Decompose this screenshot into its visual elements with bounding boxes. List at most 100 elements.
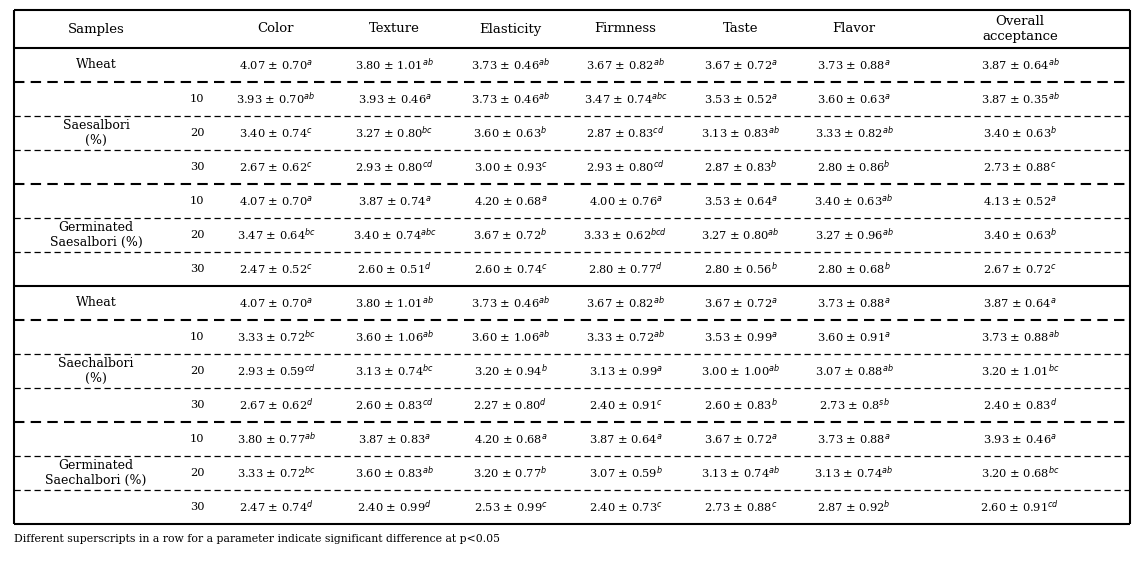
Text: 3.13 ± 0.74$^{ab}$: 3.13 ± 0.74$^{ab}$ xyxy=(701,465,780,481)
Text: 3.80 ± 1.01$^{ab}$: 3.80 ± 1.01$^{ab}$ xyxy=(355,57,434,73)
Text: 2.67 ± 0.72$^{c}$: 2.67 ± 0.72$^{c}$ xyxy=(984,262,1057,276)
Text: Taste: Taste xyxy=(722,23,759,36)
Text: 3.93 ± 0.70$^{ab}$: 3.93 ± 0.70$^{ab}$ xyxy=(236,91,316,107)
Text: 2.60 ± 0.74$^{c}$: 2.60 ± 0.74$^{c}$ xyxy=(474,262,548,276)
Text: 3.87 ± 0.74$^{a}$: 3.87 ± 0.74$^{a}$ xyxy=(358,194,431,208)
Text: 20: 20 xyxy=(189,468,204,478)
Text: 10: 10 xyxy=(189,434,204,444)
Text: 3.20 ± 0.77$^{b}$: 3.20 ± 0.77$^{b}$ xyxy=(474,465,548,481)
Text: 3.13 ± 0.99$^{a}$: 3.13 ± 0.99$^{a}$ xyxy=(589,364,663,378)
Text: 4.07 ± 0.70$^{a}$: 4.07 ± 0.70$^{a}$ xyxy=(240,296,313,310)
Text: 2.60 ± 0.83$^{b}$: 2.60 ± 0.83$^{b}$ xyxy=(704,397,777,413)
Text: 3.87 ± 0.64$^{a}$: 3.87 ± 0.64$^{a}$ xyxy=(589,432,662,446)
Text: 2.93 ± 0.80$^{cd}$: 2.93 ± 0.80$^{cd}$ xyxy=(355,159,434,175)
Text: 3.27 ± 0.80$^{ab}$: 3.27 ± 0.80$^{ab}$ xyxy=(702,227,779,243)
Text: 4.20 ± 0.68$^{a}$: 4.20 ± 0.68$^{a}$ xyxy=(474,432,548,446)
Text: 3.87 ± 0.64$^{ab}$: 3.87 ± 0.64$^{ab}$ xyxy=(980,57,1059,73)
Text: 3.13 ± 0.83$^{ab}$: 3.13 ± 0.83$^{ab}$ xyxy=(701,125,779,141)
Text: Samples: Samples xyxy=(67,23,124,36)
Text: 10: 10 xyxy=(189,94,204,104)
Text: 2.73 ± 0.88$^{c}$: 2.73 ± 0.88$^{c}$ xyxy=(984,160,1057,174)
Text: 3.67 ± 0.82$^{ab}$: 3.67 ± 0.82$^{ab}$ xyxy=(586,57,665,73)
Text: 4.13 ± 0.52$^{a}$: 4.13 ± 0.52$^{a}$ xyxy=(984,194,1057,208)
Text: 3.47 ± 0.64$^{bc}$: 3.47 ± 0.64$^{bc}$ xyxy=(236,227,315,243)
Text: 2.80 ± 0.86$^{b}$: 2.80 ± 0.86$^{b}$ xyxy=(817,159,891,175)
Text: 3.40 ± 0.74$^{c}$: 3.40 ± 0.74$^{c}$ xyxy=(240,126,313,140)
Text: 2.73 ± 0.88$^{c}$: 2.73 ± 0.88$^{c}$ xyxy=(704,500,777,514)
Text: 3.73 ± 0.46$^{ab}$: 3.73 ± 0.46$^{ab}$ xyxy=(471,295,550,311)
Text: 3.20 ± 0.68$^{bc}$: 3.20 ± 0.68$^{bc}$ xyxy=(980,465,1059,481)
Text: 3.60 ± 0.63$^{b}$: 3.60 ± 0.63$^{b}$ xyxy=(474,125,548,141)
Text: 3.67 ± 0.72$^{a}$: 3.67 ± 0.72$^{a}$ xyxy=(704,58,777,72)
Text: 3.80 ± 0.77$^{ab}$: 3.80 ± 0.77$^{ab}$ xyxy=(236,431,316,447)
Text: 10: 10 xyxy=(189,332,204,342)
Text: 2.73 ± 0.8$^{sb}$: 2.73 ± 0.8$^{sb}$ xyxy=(818,397,889,413)
Text: 3.20 ± 0.94$^{b}$: 3.20 ± 0.94$^{b}$ xyxy=(474,363,548,379)
Text: 2.40 ± 0.73$^{c}$: 2.40 ± 0.73$^{c}$ xyxy=(589,500,663,514)
Text: 3.27 ± 0.80$^{bc}$: 3.27 ± 0.80$^{bc}$ xyxy=(355,125,434,141)
Text: 2.67 ± 0.62$^{c}$: 2.67 ± 0.62$^{c}$ xyxy=(240,160,313,174)
Text: 30: 30 xyxy=(189,502,204,512)
Text: Germinated
Saesalbori (%): Germinated Saesalbori (%) xyxy=(49,221,143,249)
Text: 3.40 ± 0.63$^{ab}$: 3.40 ± 0.63$^{ab}$ xyxy=(815,193,893,209)
Text: 2.40 ± 0.99$^{d}$: 2.40 ± 0.99$^{d}$ xyxy=(357,499,431,515)
Text: 4.00 ± 0.76$^{a}$: 4.00 ± 0.76$^{a}$ xyxy=(589,194,663,208)
Text: 3.20 ± 1.01$^{bc}$: 3.20 ± 1.01$^{bc}$ xyxy=(980,363,1059,379)
Text: 2.87 ± 0.83$^{b}$: 2.87 ± 0.83$^{b}$ xyxy=(704,159,777,175)
Text: 3.73 ± 0.88$^{ab}$: 3.73 ± 0.88$^{ab}$ xyxy=(980,329,1059,345)
Text: 3.33 ± 0.72$^{bc}$: 3.33 ± 0.72$^{bc}$ xyxy=(236,465,315,481)
Text: 3.73 ± 0.46$^{ab}$: 3.73 ± 0.46$^{ab}$ xyxy=(471,91,550,107)
Text: 3.00 ± 0.93$^{c}$: 3.00 ± 0.93$^{c}$ xyxy=(474,160,548,174)
Text: 2.93 ± 0.59$^{cd}$: 2.93 ± 0.59$^{cd}$ xyxy=(236,363,315,379)
Text: 4.07 ± 0.70$^{a}$: 4.07 ± 0.70$^{a}$ xyxy=(240,58,313,72)
Text: Firmness: Firmness xyxy=(594,23,656,36)
Text: 3.87 ± 0.64$^{a}$: 3.87 ± 0.64$^{a}$ xyxy=(984,296,1057,310)
Text: 3.87 ± 0.83$^{a}$: 3.87 ± 0.83$^{a}$ xyxy=(358,432,431,446)
Text: 3.47 ± 0.74$^{abc}$: 3.47 ± 0.74$^{abc}$ xyxy=(584,91,667,107)
Text: 3.80 ± 1.01$^{ab}$: 3.80 ± 1.01$^{ab}$ xyxy=(355,295,434,311)
Text: 3.93 ± 0.46$^{a}$: 3.93 ± 0.46$^{a}$ xyxy=(984,432,1057,446)
Text: 2.40 ± 0.83$^{d}$: 2.40 ± 0.83$^{d}$ xyxy=(982,397,1057,413)
Text: 3.27 ± 0.96$^{ab}$: 3.27 ± 0.96$^{ab}$ xyxy=(815,227,893,243)
Text: 3.33 ± 0.62$^{bcd}$: 3.33 ± 0.62$^{bcd}$ xyxy=(583,227,667,243)
Text: 3.33 ± 0.82$^{ab}$: 3.33 ± 0.82$^{ab}$ xyxy=(815,125,893,141)
Text: 3.73 ± 0.46$^{ab}$: 3.73 ± 0.46$^{ab}$ xyxy=(471,57,550,73)
Text: 3.33 ± 0.72$^{bc}$: 3.33 ± 0.72$^{bc}$ xyxy=(236,329,315,345)
Text: 2.60 ± 0.51$^{d}$: 2.60 ± 0.51$^{d}$ xyxy=(357,261,431,277)
Text: 3.53 ± 0.99$^{a}$: 3.53 ± 0.99$^{a}$ xyxy=(704,330,777,344)
Text: 4.20 ± 0.68$^{a}$: 4.20 ± 0.68$^{a}$ xyxy=(474,194,548,208)
Text: 2.80 ± 0.68$^{b}$: 2.80 ± 0.68$^{b}$ xyxy=(817,261,891,277)
Text: 2.47 ± 0.52$^{c}$: 2.47 ± 0.52$^{c}$ xyxy=(240,262,313,276)
Text: 20: 20 xyxy=(189,230,204,240)
Text: 30: 30 xyxy=(189,400,204,410)
Text: 3.53 ± 0.52$^{a}$: 3.53 ± 0.52$^{a}$ xyxy=(704,92,777,106)
Text: 3.67 ± 0.72$^{a}$: 3.67 ± 0.72$^{a}$ xyxy=(704,296,777,310)
Text: Flavor: Flavor xyxy=(833,23,875,36)
Text: 3.07 ± 0.59$^{b}$: 3.07 ± 0.59$^{b}$ xyxy=(589,465,663,481)
Text: 3.00 ± 1.00$^{ab}$: 3.00 ± 1.00$^{ab}$ xyxy=(701,363,780,379)
Text: Texture: Texture xyxy=(369,23,420,36)
Text: 3.60 ± 0.83$^{ab}$: 3.60 ± 0.83$^{ab}$ xyxy=(355,465,434,481)
Text: Saechalbori
(%): Saechalbori (%) xyxy=(58,357,133,385)
Text: Color: Color xyxy=(258,23,294,36)
Text: 3.60 ± 0.63$^{a}$: 3.60 ± 0.63$^{a}$ xyxy=(817,92,891,106)
Text: 20: 20 xyxy=(189,128,204,138)
Text: 3.87 ± 0.35$^{ab}$: 3.87 ± 0.35$^{ab}$ xyxy=(980,91,1059,107)
Text: 3.40 ± 0.63$^{b}$: 3.40 ± 0.63$^{b}$ xyxy=(982,227,1057,243)
Text: 3.73 ± 0.88$^{a}$: 3.73 ± 0.88$^{a}$ xyxy=(817,432,891,446)
Text: Wheat: Wheat xyxy=(75,297,116,310)
Text: 3.07 ± 0.88$^{ab}$: 3.07 ± 0.88$^{ab}$ xyxy=(815,363,893,379)
Text: 3.67 ± 0.82$^{ab}$: 3.67 ± 0.82$^{ab}$ xyxy=(586,295,665,311)
Text: 2.80 ± 0.56$^{b}$: 2.80 ± 0.56$^{b}$ xyxy=(704,261,777,277)
Text: 2.47 ± 0.74$^{d}$: 2.47 ± 0.74$^{d}$ xyxy=(238,499,314,515)
Text: 30: 30 xyxy=(189,264,204,274)
Text: 20: 20 xyxy=(189,366,204,376)
Text: 3.40 ± 0.74$^{abc}$: 3.40 ± 0.74$^{abc}$ xyxy=(353,227,436,243)
Text: 3.67 ± 0.72$^{a}$: 3.67 ± 0.72$^{a}$ xyxy=(704,432,777,446)
Text: 2.80 ± 0.77$^{d}$: 2.80 ± 0.77$^{d}$ xyxy=(589,261,663,277)
Text: Germinated
Saechalbori (%): Germinated Saechalbori (%) xyxy=(46,459,147,487)
Text: 3.13 ± 0.74$^{ab}$: 3.13 ± 0.74$^{ab}$ xyxy=(815,465,893,481)
Text: 2.67 ± 0.62$^{d}$: 2.67 ± 0.62$^{d}$ xyxy=(238,397,314,413)
Text: 2.40 ± 0.91$^{c}$: 2.40 ± 0.91$^{c}$ xyxy=(589,398,663,412)
Text: 3.40 ± 0.63$^{b}$: 3.40 ± 0.63$^{b}$ xyxy=(982,125,1057,141)
